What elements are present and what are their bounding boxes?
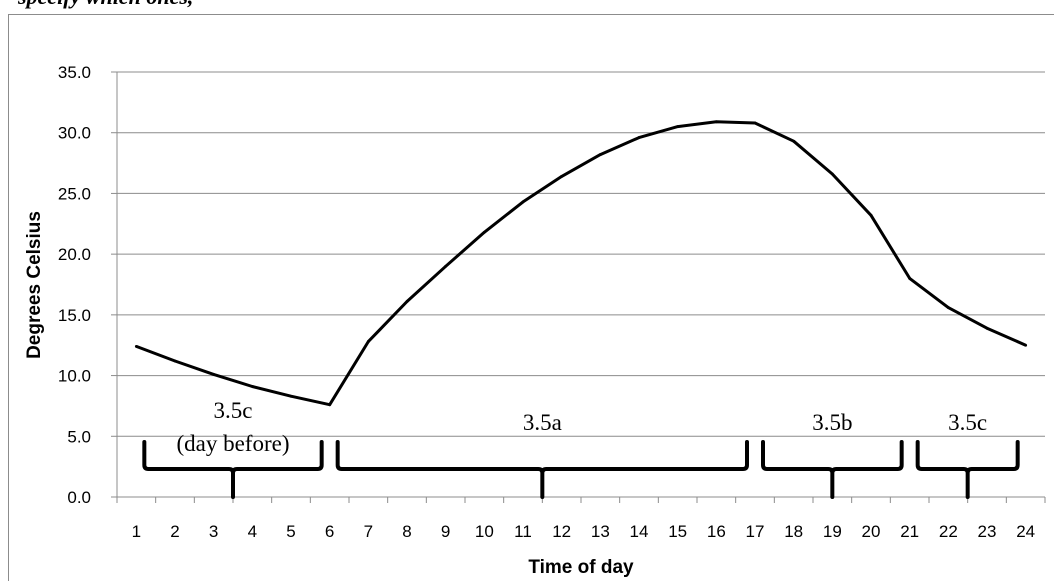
grid-lines [117, 71, 1045, 437]
x-tick-label: 6 [325, 522, 334, 541]
data-point [289, 394, 293, 398]
temperature-series-line [135, 120, 1027, 407]
x-tick-label: 11 [514, 522, 532, 541]
data-point [830, 172, 834, 176]
data-point [1024, 343, 1028, 347]
x-tick-label: 18 [784, 522, 803, 541]
period-brace [761, 440, 904, 499]
x-tick-label: 22 [939, 522, 958, 541]
period-label: 3.5a [523, 410, 562, 435]
y-tick-label: 0.0 [67, 488, 91, 507]
data-point [985, 326, 989, 330]
period-label: 3.5c [948, 410, 987, 435]
data-point [946, 306, 950, 309]
period-brace [142, 440, 324, 499]
x-tick-label: 4 [248, 522, 257, 541]
data-point [714, 120, 718, 124]
y-tick-label: 25.0 [58, 184, 91, 203]
x-tick-label: 10 [475, 522, 494, 541]
x-tick-label: 24 [1016, 522, 1035, 541]
data-point [444, 264, 448, 268]
x-tick-label: 3 [209, 522, 218, 541]
chart-frame [8, 14, 1054, 581]
period-label: 3.5c [214, 398, 253, 423]
y-axis-title: Degrees Celsius [24, 211, 45, 359]
x-tick-label: 20 [862, 522, 881, 541]
y-tick-label: 30.0 [58, 124, 91, 143]
x-tick-label: 17 [746, 522, 765, 541]
data-point [560, 175, 564, 178]
period-brace [335, 440, 749, 499]
x-tick-label: 2 [170, 522, 179, 541]
x-tick-labels: 1 2 3 4 5 6 7 8 9 10 11 12 13 14 15 16 17 18 19 20 21 22 23 24 [132, 522, 1036, 541]
y-tick-label: 10.0 [58, 367, 91, 386]
data-point [212, 372, 216, 376]
y-tick-label: 15.0 [58, 306, 91, 325]
data-series [134, 120, 1028, 407]
x-axis-title: Time of day [528, 557, 634, 578]
data-point [328, 403, 332, 407]
data-point [250, 385, 254, 388]
data-point [792, 139, 796, 143]
data-point [869, 213, 873, 217]
axes [111, 71, 1046, 503]
x-tick-label: 8 [402, 522, 411, 541]
x-tick-label: 14 [630, 522, 649, 541]
x-tick-label: 19 [823, 522, 842, 541]
x-tick-label: 13 [591, 522, 610, 541]
y-tick-label: 35.0 [58, 63, 91, 82]
x-tick-label: 5 [286, 522, 295, 541]
x-tick-label: 21 [900, 522, 919, 541]
page-caption: specify which ones, [18, 0, 193, 10]
data-point [405, 300, 409, 303]
data-point [908, 277, 912, 280]
data-point [366, 340, 370, 343]
data-point [173, 359, 177, 363]
data-point [521, 200, 525, 204]
x-tick-label: 9 [441, 522, 450, 541]
y-tick-label: 5.0 [67, 427, 91, 446]
period-label: 3.5b [812, 410, 852, 435]
y-tick-label: 20.0 [58, 245, 91, 264]
data-point [482, 230, 486, 234]
period-annotations: 3.5c (day before) 3.5a 3.5b 3.5c [142, 398, 1020, 499]
period-brace [915, 440, 1020, 499]
x-tick-label: 1 [132, 522, 141, 541]
x-tick-label: 7 [364, 522, 373, 541]
x-tick-label: 16 [707, 522, 726, 541]
y-tick-labels: 0.0 5.0 10.0 15.0 20.0 25.0 30.0 35.0 [58, 63, 91, 507]
data-point [598, 153, 602, 156]
x-tick-label: 23 [978, 522, 997, 541]
x-tick-label: 15 [668, 522, 687, 541]
period-label: (day before) [176, 431, 289, 456]
data-point [134, 345, 138, 348]
data-point [637, 136, 641, 139]
data-point [753, 121, 757, 125]
x-tick-label: 12 [552, 522, 571, 541]
data-point [676, 125, 680, 129]
